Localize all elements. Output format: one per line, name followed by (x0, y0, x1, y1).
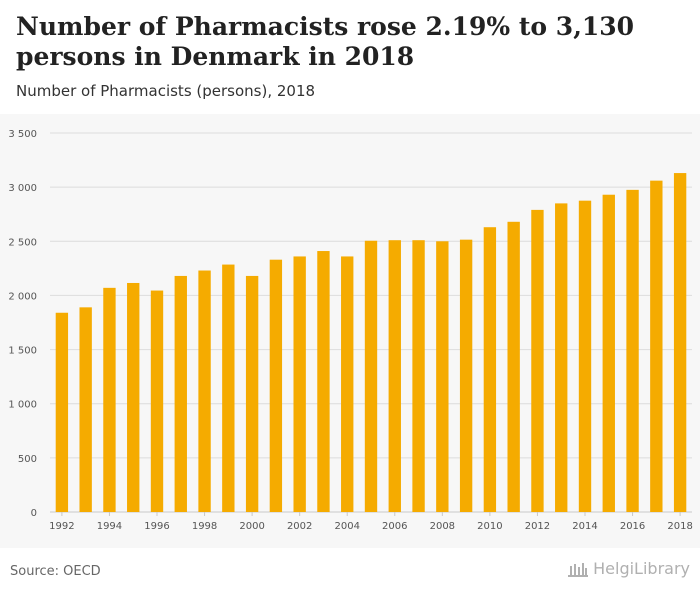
x-tick-label: 2008 (430, 521, 455, 532)
x-tick-label: 2014 (572, 521, 597, 532)
brand-logo-link[interactable]: HelgiLibrary (567, 559, 690, 578)
source-note: Source: OECD (10, 564, 101, 579)
bars (55, 173, 687, 513)
x-tick-label: 1998 (192, 521, 217, 532)
bar-1996[interactable] (150, 290, 164, 512)
bar-1994[interactable] (103, 287, 116, 512)
x-tick-label: 2006 (382, 521, 407, 532)
y-axis-tick-labels: 0 500 1 000 1 500 2 000 2 500 3 000 3 500 (8, 129, 37, 519)
bar-1999[interactable] (222, 264, 235, 512)
y-tick-label: 1 000 (8, 400, 37, 411)
bar-2001[interactable] (269, 259, 283, 512)
y-tick-label: 2 000 (8, 291, 37, 302)
bar-2013[interactable] (555, 203, 568, 512)
x-tick-label: 2004 (334, 521, 359, 532)
x-tick-label: 2016 (620, 521, 645, 532)
bar-2016[interactable] (626, 189, 639, 512)
bar-2018[interactable] (673, 173, 687, 512)
chart-subtitle: Number of Pharmacists (persons), 2018 (16, 82, 316, 100)
y-tick-label: 500 (18, 454, 37, 465)
x-tick-label: 2012 (525, 521, 550, 532)
bar-2006[interactable] (388, 240, 401, 512)
bar-2017[interactable] (650, 180, 663, 512)
y-tick-label: 2 500 (8, 237, 37, 248)
x-tick-label: 1994 (97, 521, 122, 532)
y-tick-label: 0 (31, 508, 37, 519)
x-tick-label: 2002 (287, 521, 312, 532)
bar-2005[interactable] (364, 240, 378, 512)
bar-2010[interactable] (483, 227, 497, 513)
bar-2011[interactable] (507, 221, 520, 512)
brand-name: HelgiLibrary (593, 559, 690, 578)
bar-1997[interactable] (174, 275, 187, 512)
bar-2009[interactable] (459, 239, 473, 512)
bar-2012[interactable] (531, 209, 544, 512)
x-tick-label: 2018 (667, 521, 692, 532)
bar-2002[interactable] (293, 256, 306, 512)
bar-2004[interactable] (341, 256, 354, 512)
bar-1995[interactable] (127, 282, 140, 512)
bar-1993[interactable] (79, 307, 92, 512)
bar-2015[interactable] (602, 194, 615, 513)
x-tick-label: 1992 (49, 521, 74, 532)
bar-1992[interactable] (55, 312, 69, 512)
bar-2007[interactable] (412, 240, 425, 512)
chart-header: Number of Pharmacists rose 2.19% to 3,13… (0, 0, 700, 114)
bar-2000[interactable] (245, 275, 259, 512)
bar-2014[interactable] (578, 200, 592, 512)
bar-2003[interactable] (317, 251, 330, 512)
y-tick-label: 3 000 (8, 183, 37, 194)
chart-title: Number of Pharmacists rose 2.19% to 3,13… (16, 12, 635, 71)
y-tick-label: 1 500 (8, 346, 37, 357)
bar-1998[interactable] (198, 270, 211, 512)
x-axis-tick-labels: 1992 1994 1996 1998 2000 2002 2004 2006 2008 2010… (49, 512, 693, 532)
y-tick-label: 3 500 (8, 129, 37, 140)
x-tick-label: 2000 (239, 521, 264, 532)
x-tick-label: 2010 (477, 521, 502, 532)
x-tick-label: 1996 (144, 521, 169, 532)
library-building-icon (568, 562, 589, 577)
bar-2008[interactable] (436, 241, 449, 512)
